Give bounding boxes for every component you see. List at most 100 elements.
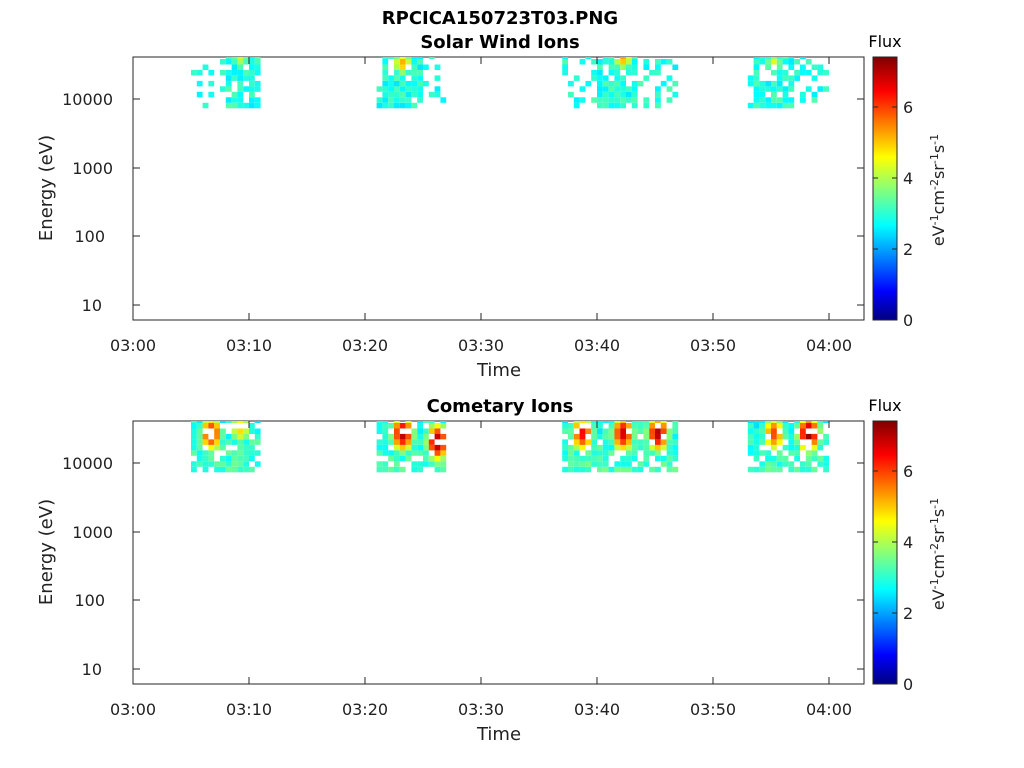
heatmap-cell [626,64,632,70]
heatmap-cell [782,423,789,429]
heatmap-cell [591,444,597,451]
heatmap-cell [608,439,615,445]
x-tick-label: 03:10 [226,336,272,355]
heatmap-cell [637,439,644,445]
colorbar-tick-label: 0 [903,311,913,330]
heatmap-cell [225,102,232,109]
heatmap-cell [411,59,418,65]
heatmap-cell [637,428,644,434]
heatmap-cell [376,444,383,451]
heatmap-cell [823,421,829,423]
heatmap-cell [811,433,818,440]
heatmap-cell [417,97,423,103]
heatmap-cell [394,466,400,473]
heatmap-cell [411,64,418,70]
heatmap-cell [782,97,789,103]
heatmap-cell [805,466,812,473]
heatmap-cell [753,433,760,440]
heatmap-cell [753,64,760,70]
heatmap-cell [602,97,609,103]
heatmap-cell [666,86,673,92]
heatmap-cell [771,433,777,440]
heatmap-cell [249,444,255,451]
heatmap-cell [220,439,226,445]
heatmap-cell [237,64,244,70]
heatmap-cell [747,439,754,445]
heatmap-cell [579,86,586,92]
heatmap-cell [382,102,389,109]
heatmap-cell [788,102,795,109]
x-tick-label: 04:00 [806,336,852,355]
heatmap-cell [614,69,621,76]
heatmap-cell [237,69,244,76]
heatmap-cell [196,69,203,76]
heatmap-cell [626,59,632,65]
colorbar-tick-label: 0 [903,675,913,694]
heatmap-cell [620,444,626,451]
heatmap-cell [759,97,766,103]
heatmap-cell [220,461,226,467]
heatmap-cell [765,102,771,109]
heatmap-cell [620,439,626,445]
heatmap-cell [823,433,829,440]
heatmap-cell [237,455,244,462]
colorbar-unit-label: eV-1cm-2sr-1s-1 [928,498,949,610]
heatmap-cell [788,57,795,59]
heatmap-cell [800,64,806,70]
heatmap-cell [225,97,232,103]
heatmap-cell [573,102,580,109]
heatmap-cell [759,86,766,92]
heatmap-cell [608,59,615,65]
heatmap-cell [249,439,255,445]
heatmap-cell [394,428,400,434]
heatmap-cell [591,433,597,440]
heatmap-cell [655,64,661,70]
heatmap-cell [405,433,412,440]
heatmap-cell [608,80,615,87]
heatmap-cell [423,421,429,423]
heatmap-cell [608,450,615,456]
heatmap-cell [771,80,777,87]
y-axis-label: Energy (eV) [36,135,57,241]
colorbar-title: Flux [868,32,901,51]
heatmap-cell [214,439,220,445]
heatmap-cell [573,466,580,473]
y-tick-label: 100 [74,591,105,610]
heatmap-cell [254,421,261,423]
heatmap-cell [823,466,829,473]
heatmap-cell [655,102,661,109]
heatmap-cell [771,421,777,423]
heatmap-cell [811,439,818,445]
heatmap-cell [254,428,261,434]
heatmap-cell [208,439,215,445]
heatmap-cell [208,444,215,451]
heatmap-cell [602,444,609,451]
heatmap-cell [382,59,389,65]
heatmap-cell [428,428,435,434]
heatmap-cell [771,57,777,59]
heatmap-cell [423,433,429,440]
heatmap-cell [753,86,760,92]
heatmap-cell [196,80,203,87]
heatmap-cell [411,450,418,456]
heatmap-cell [660,428,667,434]
heatmap-cell [626,86,632,92]
heatmap-cell [579,466,586,473]
heatmap-cell [220,444,226,451]
heatmap-cell [643,64,650,70]
y-tick-label: 100 [74,227,105,246]
heatmap-cell [411,102,418,109]
heatmap-cell [434,433,441,440]
heatmap-cell [608,97,615,103]
heatmap-cell [788,461,795,467]
heatmap-cell [631,421,638,423]
heatmap-cell [208,421,215,423]
heatmap-cell [823,461,829,467]
heatmap-cell [225,86,232,92]
heatmap-cell [637,466,644,473]
heatmap-cell [776,433,783,440]
y-axis-label: Energy (eV) [36,499,57,605]
heatmap-cell [776,421,783,423]
heatmap-cell [440,433,447,440]
heatmap-cell [811,450,818,456]
